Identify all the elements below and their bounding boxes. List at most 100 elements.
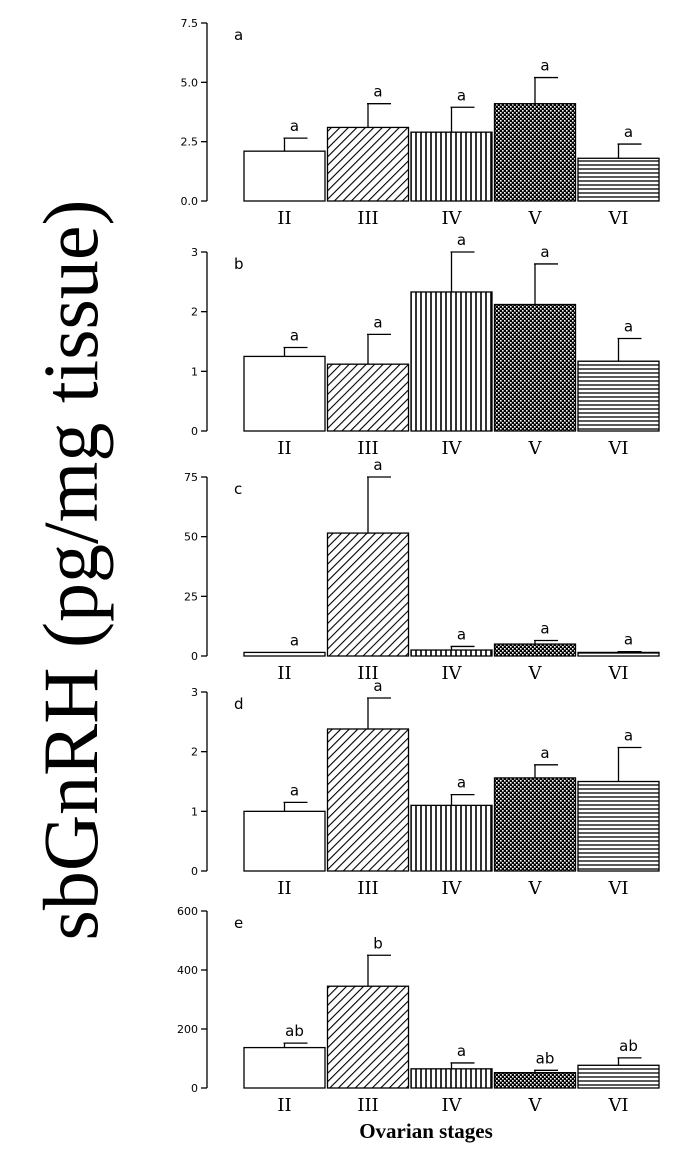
category-label: II [277, 438, 291, 459]
category-label: IV [441, 208, 462, 229]
significance-label: a [373, 677, 382, 695]
y-tick-label: 200 [177, 1023, 198, 1036]
category-label: VI [607, 438, 628, 459]
bar-V [493, 777, 577, 872]
category-label: IV [441, 878, 462, 899]
category-label: V [528, 663, 543, 684]
bar-III [326, 126, 410, 202]
bar-V [493, 303, 577, 432]
bar-VI [577, 157, 660, 202]
y-tick-label: 1 [191, 805, 198, 818]
category-label: II [277, 1095, 291, 1116]
y-tick-label: 600 [177, 905, 198, 918]
significance-label: ab [285, 1022, 304, 1040]
x-axis-label: Ovarian stages [359, 1119, 493, 1143]
y-tick-label: 0 [191, 865, 198, 878]
category-label: III [357, 1095, 378, 1116]
category-label: VI [607, 878, 628, 899]
bar-II [243, 810, 326, 872]
category-label: III [357, 663, 378, 684]
y-tick-label: 0 [191, 650, 198, 663]
category-label: III [357, 438, 378, 459]
significance-label: a [457, 231, 466, 249]
y-tick-label: 0 [191, 1082, 198, 1095]
bar-VI [577, 780, 660, 872]
y-tick-label: 2 [191, 306, 198, 319]
panel-label: b [234, 255, 244, 273]
bar-III [326, 532, 410, 657]
significance-label: a [540, 57, 549, 75]
bar-IV [410, 804, 493, 872]
significance-label: a [457, 86, 466, 104]
bar-V [493, 643, 577, 657]
bar-V [493, 1072, 577, 1089]
bar-III [326, 728, 410, 872]
significance-label: a [373, 313, 382, 331]
significance-label: a [290, 117, 299, 135]
y-tick-label: 1 [191, 365, 198, 378]
bar-IV [410, 291, 493, 432]
y-tick-label: 400 [177, 964, 198, 977]
significance-label: a [457, 1042, 466, 1060]
panel-e: 0 200 400 600 e ab II b III a IV ab Vab VI [177, 905, 660, 1116]
bar-V [493, 103, 577, 202]
y-tick-label: 0.0 [181, 195, 199, 208]
category-label: V [528, 208, 543, 229]
category-label: IV [441, 663, 462, 684]
panel-b: 0 1 2 3 b a II a III a IV a Va VI [191, 231, 660, 459]
y-tick-label: 2.5 [181, 136, 199, 149]
y-tick-label: 3 [191, 686, 198, 699]
bar-III [326, 985, 410, 1089]
bar-IV [410, 131, 493, 202]
panel-d: 0 1 2 3 d a II a III a IV a Va VI [191, 677, 660, 899]
y-tick-label: 2 [191, 746, 198, 759]
bar-II [243, 651, 326, 657]
significance-label: a [373, 456, 382, 474]
category-label: II [277, 663, 291, 684]
significance-label: a [290, 781, 299, 799]
category-label: II [277, 208, 291, 229]
category-label: III [357, 208, 378, 229]
category-label: IV [441, 438, 462, 459]
significance-label: a [457, 774, 466, 792]
category-label: III [357, 878, 378, 899]
y-tick-label: 50 [184, 531, 198, 544]
category-label: V [528, 438, 543, 459]
y-axis-label: sbGnRH (pg/mg tissue) [27, 200, 114, 941]
bar-II [243, 355, 326, 432]
panel-c: 0 25 50 75 c a II a III a IV a Va VI [184, 456, 660, 684]
y-tick-label: 3 [191, 246, 198, 259]
significance-label: a [624, 726, 633, 744]
y-tick-label: 75 [184, 471, 198, 484]
significance-label: a [624, 123, 633, 141]
bar-VI [577, 651, 660, 657]
category-label: V [528, 878, 543, 899]
significance-label: a [540, 744, 549, 762]
category-label: VI [607, 663, 628, 684]
significance-label: a [290, 326, 299, 344]
category-label: VI [607, 1095, 628, 1116]
significance-label: a [624, 631, 633, 649]
category-label: II [277, 878, 291, 899]
panel-a: 0.0 2.5 5.0 7.5 a a II a III a IV a Va VI [181, 17, 660, 229]
significance-label: a [624, 318, 633, 336]
bar-II [243, 150, 326, 202]
significance-label: a [373, 83, 382, 101]
bar-IV [410, 649, 493, 657]
bar-VI [577, 1064, 660, 1089]
panel-label: c [234, 480, 242, 498]
significance-label: ab [619, 1037, 638, 1055]
y-tick-label: 7.5 [181, 17, 199, 30]
category-label: IV [441, 1095, 462, 1116]
category-label: VI [607, 208, 628, 229]
y-tick-label: 5.0 [181, 76, 199, 89]
significance-label: ab [536, 1049, 555, 1067]
significance-label: a [457, 625, 466, 643]
y-tick-label: 0 [191, 425, 198, 438]
significance-label: a [290, 631, 299, 649]
significance-label: a [540, 243, 549, 261]
bar-VI [577, 360, 660, 432]
panel-label: d [234, 695, 244, 713]
significance-label: a [540, 619, 549, 637]
